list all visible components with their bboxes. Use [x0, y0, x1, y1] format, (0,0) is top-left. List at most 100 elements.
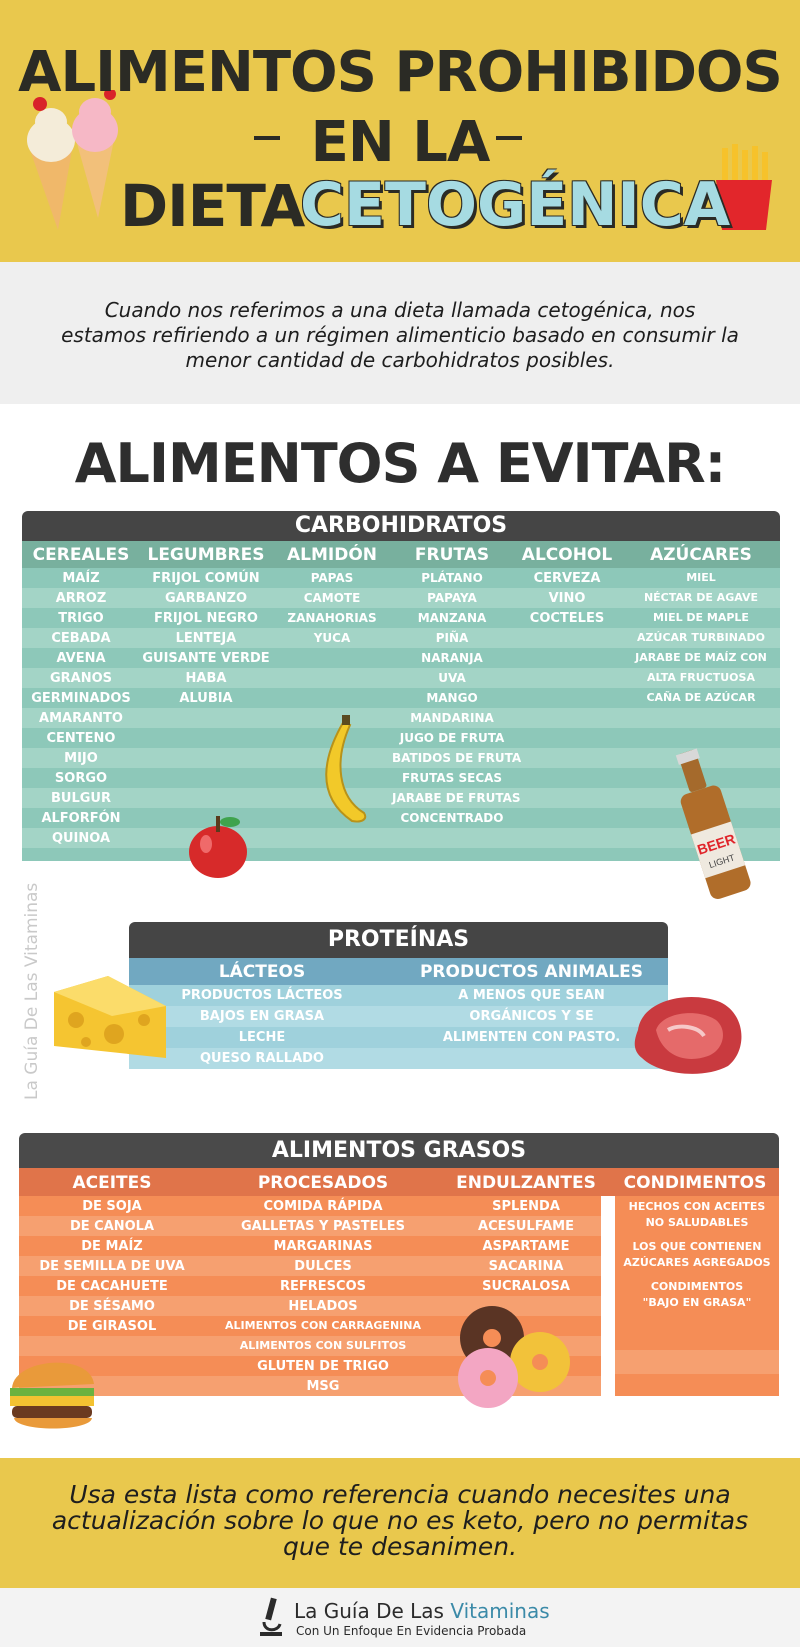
table-cell: SUCRALOSA [482, 1279, 570, 1294]
table-cell: DE CANOLA [69, 1219, 155, 1234]
table-cell: ASPARTAME [482, 1239, 570, 1254]
title-line-3b: CETOGÉNICA [300, 170, 731, 240]
burger-icon [10, 1362, 94, 1429]
table-cell: SACARINA [488, 1259, 564, 1274]
table-stripe [22, 568, 780, 588]
table-cell: CERVEZA [533, 571, 601, 586]
microscope-icon [260, 1597, 282, 1636]
table-stripe [22, 748, 780, 768]
table-cell: ZANAHORIAS [287, 611, 377, 625]
header-banner [0, 0, 800, 262]
fat-col-aceites: ACEITES [72, 1173, 152, 1193]
table-cell: CONDIMENTOS [650, 1280, 744, 1293]
table-cell: NÉCTAR DE AGAVE [643, 591, 759, 604]
table-cell: GRANOS [49, 671, 113, 686]
table-cell: ALIMENTOS CON CARRAGENINA [225, 1319, 421, 1332]
table-stripe [615, 1328, 779, 1350]
table-cell: PIÑA [435, 631, 469, 645]
table-stripe [22, 768, 780, 788]
table-cell: MAÍZ [62, 571, 100, 586]
footer-text: Usa esta lista como referencia cuando ne… [51, 1480, 749, 1561]
table-stripe [22, 588, 780, 608]
table-cell: MANDARINA [410, 711, 494, 725]
fat-col-condimentos: CONDIMENTOS [623, 1173, 767, 1193]
table-cell: GALLETAS Y PASTELES [241, 1219, 405, 1234]
table-cell: MIEL [686, 571, 716, 584]
title-line-2: EN LA [310, 110, 491, 175]
prot-col-lacteos: LÁCTEOS [218, 962, 306, 982]
table-cell: DE SEMILLA DE UVA [39, 1259, 185, 1274]
table-stripe [19, 1236, 601, 1256]
table-stripe [19, 1356, 601, 1376]
fries-icon [716, 144, 772, 230]
table-stripe [22, 648, 780, 668]
table-stripe [19, 1336, 601, 1356]
table-stripe [22, 728, 780, 748]
table-cell: FRIJOL NEGRO [154, 611, 258, 626]
table-cell: COCTELES [529, 611, 605, 626]
title-dash-right [496, 136, 522, 140]
carb-table-title: CARBOHIDRATOS [22, 511, 780, 541]
table-stripe [615, 1284, 779, 1306]
brand-name-b: Vitaminas [450, 1599, 550, 1623]
table-cell: AZÚCARES AGREGADOS [623, 1256, 771, 1269]
brand-tagline: Con Un Enfoque En Evidencia Probada [296, 1624, 527, 1638]
ice-cream-icon [27, 90, 118, 230]
intro-text: Cuando nos referimos a una dieta llamada… [61, 298, 739, 372]
footer-band [0, 1458, 800, 1588]
table-cell: BULGUR [51, 791, 111, 806]
table-cell: AVENA [56, 651, 106, 666]
table-cell: HELADOS [288, 1299, 358, 1314]
table-stripe [19, 1296, 601, 1316]
apple-icon [189, 816, 247, 878]
table-cell: CAÑA DE AZÚCAR [646, 691, 756, 704]
table-cell: GLUTEN DE TRIGO [257, 1359, 389, 1374]
title-line-1: ALIMENTOS PROHIBIDOS [18, 40, 783, 105]
beer-bottle-icon: BEER LIGHT [675, 748, 751, 899]
table-cell: YUCA [313, 631, 351, 645]
fat-column-headers: ACEITES PROCESADOS ENDULZANTES CONDIMENT… [19, 1168, 779, 1196]
table-stripe [19, 1216, 601, 1236]
table-stripe [615, 1196, 779, 1218]
table-cell: TRIGO [58, 611, 104, 626]
table-cell: "BAJO EN GRASA" [642, 1296, 752, 1309]
table-cell: DULCES [294, 1259, 352, 1274]
table-cell: ACESULFAME [478, 1219, 574, 1234]
table-cell: MSG [306, 1379, 340, 1394]
table-cell: PRODUCTOS LÁCTEOS [181, 988, 343, 1003]
table-cell: JUGO DE FRUTA [399, 731, 505, 745]
table-stripe [19, 1276, 601, 1296]
cheese-icon [54, 976, 166, 1058]
table-cell: ALFORFÓN [41, 811, 121, 826]
carb-col-cereales: CEREALES [32, 545, 130, 565]
table-cell: HABA [185, 671, 227, 686]
prot-table-title: PROTEÍNAS [129, 922, 668, 958]
table-cell: QUESO RALLADO [200, 1051, 324, 1066]
table-cell: PAPAYA [427, 591, 477, 605]
table-cell: DE CACAHUETE [56, 1279, 168, 1294]
table-cell: AZÚCAR TURBINADO [637, 631, 765, 644]
table-stripe [129, 985, 668, 1006]
table-cell: MANZANA [417, 611, 487, 625]
carb-col-frutas: FRUTAS [414, 545, 490, 565]
table-cell: JARABE DE FRUTAS [392, 791, 521, 805]
brand-band [0, 1588, 800, 1647]
table-cell: ALUBIA [179, 691, 233, 706]
table-cell: NARANJA [421, 651, 483, 665]
table-cell: BAJOS EN GRASA [199, 1009, 325, 1024]
table-cell: PLÁTANO [421, 571, 483, 585]
meat-icon [634, 997, 742, 1074]
table-stripe [22, 668, 780, 688]
table-cell: A MENOS QUE SEAN [458, 988, 605, 1003]
fat-table-title: ALIMENTOS GRASOS [19, 1133, 779, 1168]
table-cell: MIJO [64, 751, 98, 766]
table-cell: LECHE [238, 1030, 286, 1045]
section-heading: ALIMENTOS A EVITAR: [74, 432, 727, 495]
table-cell: BATIDOS DE FRUTA [392, 751, 522, 765]
title-line-3a: DIETA [120, 172, 305, 240]
table-stripe [22, 808, 780, 828]
table-stripe [615, 1350, 779, 1374]
carb-col-alcohol: ALCOHOL [521, 545, 613, 565]
table-cell: ORGÁNICOS Y SE [469, 1009, 594, 1024]
table-stripe [19, 1256, 601, 1276]
